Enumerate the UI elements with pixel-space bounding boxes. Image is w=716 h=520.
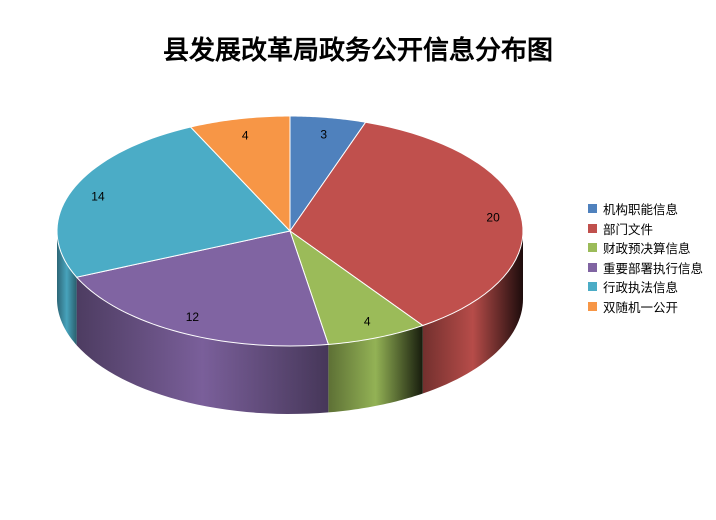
chart-title: 县发展改革局政务公开信息分布图 — [162, 36, 553, 66]
legend-item: 行政执法信息 — [588, 277, 703, 297]
data-label: 3 — [320, 128, 327, 142]
legend-label: 重要部署执行信息 — [603, 260, 704, 276]
legend-label: 行政执法信息 — [603, 280, 679, 296]
data-label: 4 — [242, 129, 249, 143]
pie-side-2 — [328, 325, 423, 413]
legend-swatch — [588, 262, 597, 272]
pie-side-4 — [57, 231, 77, 346]
legend-swatch — [588, 282, 597, 292]
legend-label: 财政预决算信息 — [603, 241, 691, 257]
legend-item: 部门文件 — [588, 219, 703, 239]
pie-slice-0 — [289, 115, 367, 233]
pie-slice-3 — [75, 230, 330, 347]
legend-label: 双随机一公开 — [603, 299, 679, 315]
pie-side-3 — [76, 277, 329, 414]
pie-slice-4 — [56, 126, 291, 278]
legend-item: 重要部署执行信息 — [588, 258, 703, 278]
legend-swatch — [588, 223, 597, 233]
legend-item: 双随机一公开 — [588, 297, 703, 317]
data-label: 4 — [364, 315, 371, 329]
legend-label: 机构职能信息 — [603, 202, 679, 218]
legend-swatch — [588, 301, 597, 311]
legend-swatch — [588, 204, 597, 214]
legend-item: 财政预决算信息 — [588, 238, 703, 258]
pie-slice-2 — [289, 229, 424, 345]
pie-slice-5 — [189, 115, 291, 233]
legend: 机构职能信息 部门文件财政预决算信息 重要部署执行信息 行政执法信息 双随机一公开 — [588, 199, 703, 316]
legend-item: 机构职能信息 — [588, 199, 703, 219]
legend-swatch — [588, 243, 597, 253]
data-label: 20 — [486, 211, 500, 225]
legend-label: 部门文件 — [603, 221, 654, 237]
data-label: 14 — [91, 190, 105, 204]
pie-slice-1 — [289, 121, 524, 327]
data-label: 12 — [186, 310, 200, 324]
pie-side-1 — [422, 231, 523, 394]
